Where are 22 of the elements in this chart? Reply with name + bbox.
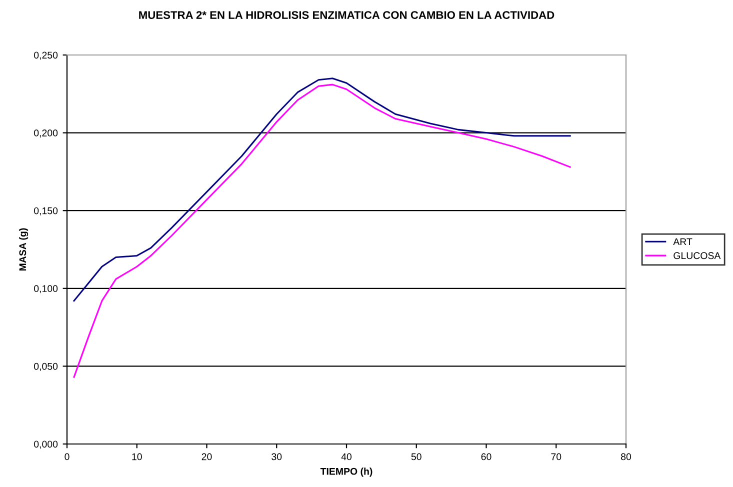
legend-label: ART [673,238,692,246]
x-tick-label: 50 [411,453,422,460]
y-axis-title: MASA (g) [18,228,28,271]
x-tick-label: 0 [64,453,70,460]
legend-label: GLUCOSA [674,252,721,260]
chart-title: MUESTRA 2* EN LA HIDROLISIS ENZIMATICA CON CAMBIO EN LA ACTIVIDAD [139,11,554,19]
x-tick-label: 30 [272,453,282,460]
line-series [73,78,571,302]
x-tick-label: 60 [481,453,492,460]
y-tick-label: 0,100 [34,285,58,294]
y-tick-label: 0,150 [34,207,58,216]
x-axis-title: TIEMPO (h) [320,468,372,477]
x-tick-label: 10 [132,453,142,460]
y-tick-label: 0,200 [34,130,58,138]
y-tick-label: 0,050 [34,362,58,371]
x-tick-label: 40 [341,453,352,460]
x-tick-label: 70 [551,453,562,460]
x-tick-label: 80 [621,453,632,460]
x-tick-label: 20 [202,453,212,460]
y-tick-label: 0,000 [34,440,58,449]
line-series [73,84,571,378]
y-tick-label: 0,250 [34,52,58,60]
